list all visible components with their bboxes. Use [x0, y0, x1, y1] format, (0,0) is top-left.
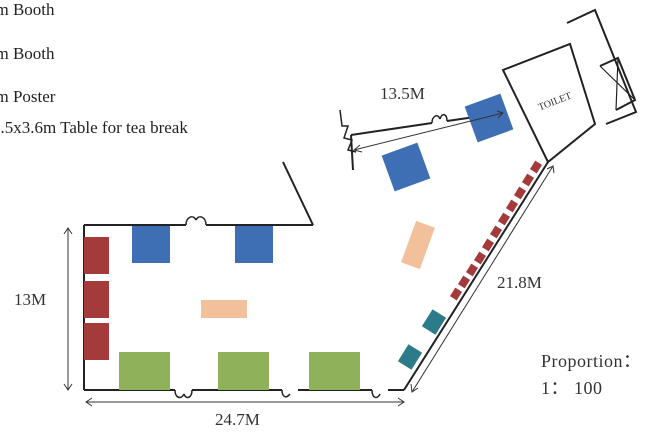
posters-diagonal	[449, 160, 543, 301]
booth-3x3	[381, 142, 431, 192]
height-dimension-label: 13M	[14, 290, 47, 309]
legend-item-2x3-booth: 2x3m Booth	[0, 44, 55, 63]
diagonal-wall	[403, 161, 549, 391]
legend-item-3x3-booth: 3x3m Booth	[0, 0, 55, 19]
stair-outline	[566, 8, 638, 125]
toilet-label: TOILET	[537, 91, 573, 114]
blue-booths	[132, 93, 514, 263]
posters-left	[84, 237, 109, 360]
booth-3x3	[132, 226, 170, 263]
proportion-note: Proportion： 1： 100	[541, 348, 642, 402]
entry-slant-wall	[282, 161, 314, 226]
poster	[497, 212, 511, 226]
diagonal-dim-arrows	[410, 165, 555, 393]
poster	[521, 173, 535, 187]
door-swings	[174, 109, 448, 399]
toilet-outline	[501, 42, 597, 164]
poster	[481, 238, 495, 252]
poster	[505, 199, 519, 213]
legend-item-poster: 1x1m Poster	[0, 87, 56, 106]
dimension-lines	[63, 110, 555, 407]
diagonal-dim-line	[411, 165, 554, 393]
door-bottom-3	[281, 389, 291, 398]
entry-wall-zigzag	[339, 109, 357, 153]
proportion-value: 1： 100	[541, 378, 603, 398]
tea-tables	[201, 220, 435, 318]
legend-item-tea-table: 1.5x3.6m Table for tea break	[0, 118, 188, 137]
stair-box	[599, 56, 637, 111]
tea-table	[201, 300, 247, 318]
door-top-1	[185, 216, 197, 226]
poster	[84, 281, 109, 318]
booth-2x3	[218, 352, 269, 390]
booth-3x3	[464, 93, 514, 143]
tea-table	[401, 220, 435, 270]
poster	[449, 287, 463, 301]
poster	[465, 263, 479, 277]
booth-teal	[421, 309, 447, 335]
poster	[513, 186, 527, 200]
booth-3x3	[235, 226, 273, 263]
stair-cross	[599, 57, 636, 111]
booth-teal	[397, 344, 423, 370]
door-bottom-2	[183, 389, 193, 399]
width-dim-arrows	[85, 397, 405, 407]
toilet-block	[501, 8, 638, 164]
poster	[529, 160, 543, 174]
poster	[473, 251, 487, 265]
door-bottom-1	[174, 389, 185, 399]
booth-2x3	[119, 352, 170, 390]
door-bottom-4	[371, 389, 381, 399]
poster	[457, 275, 471, 289]
door-wing-2	[439, 113, 448, 122]
door-top-2	[195, 216, 207, 226]
teal-booths	[397, 309, 447, 370]
green-booths	[119, 352, 360, 390]
top-dim-line	[353, 112, 504, 151]
top-dim-arrows	[352, 110, 504, 153]
poster	[84, 323, 109, 360]
poster	[489, 225, 503, 239]
poster	[84, 237, 109, 274]
width-dimension-label: 24.7M	[215, 410, 260, 429]
booth-2x3	[309, 352, 360, 390]
height-dim-arrows	[63, 227, 73, 391]
top-dimension-label: 13.5M	[380, 84, 425, 103]
proportion-label: Proportion：	[541, 351, 642, 371]
door-wing-1	[431, 115, 441, 124]
diagonal-dimension-label: 21.8M	[497, 273, 542, 292]
